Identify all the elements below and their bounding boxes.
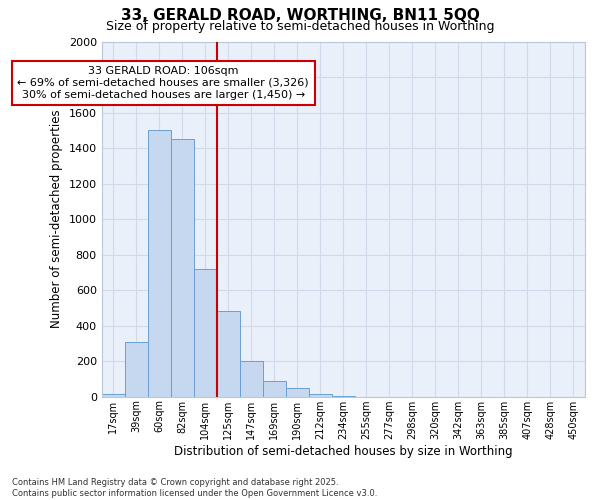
Bar (309, 394, 332, 396)
Bar (240, 361, 263, 396)
Bar (125, 342, 148, 396)
Bar (194, 269, 217, 396)
Bar (101, 394, 125, 396)
Bar (286, 388, 309, 396)
Bar (217, 312, 240, 396)
Bar (263, 380, 286, 396)
X-axis label: Distribution of semi-detached houses by size in Worthing: Distribution of semi-detached houses by … (174, 444, 512, 458)
Bar (171, 139, 194, 396)
Text: 33 GERALD ROAD: 106sqm
← 69% of semi-detached houses are smaller (3,326)
30% of : 33 GERALD ROAD: 106sqm ← 69% of semi-det… (17, 66, 309, 100)
Text: Contains HM Land Registry data © Crown copyright and database right 2025.
Contai: Contains HM Land Registry data © Crown c… (12, 478, 377, 498)
Y-axis label: Number of semi-detached properties: Number of semi-detached properties (50, 110, 63, 328)
Text: 33, GERALD ROAD, WORTHING, BN11 5QQ: 33, GERALD ROAD, WORTHING, BN11 5QQ (121, 8, 479, 22)
Text: Size of property relative to semi-detached houses in Worthing: Size of property relative to semi-detach… (106, 20, 494, 33)
Bar (148, 130, 171, 396)
